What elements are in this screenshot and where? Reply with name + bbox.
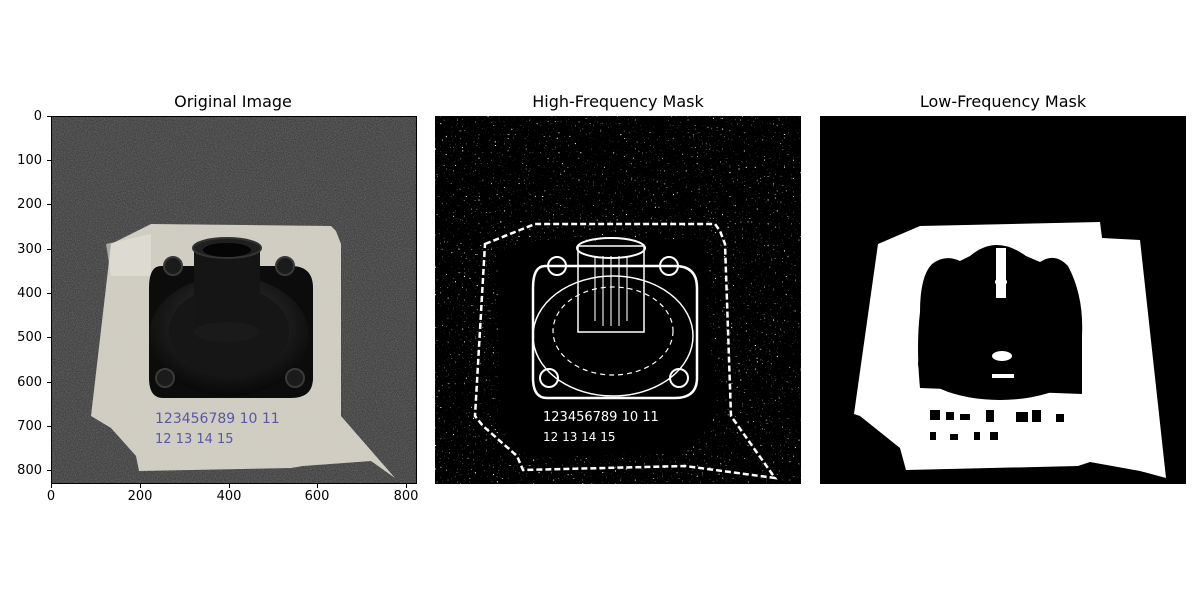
- x-tick-mark: [229, 484, 230, 488]
- y-tick-label: 100: [17, 153, 42, 168]
- original-image: 123456789 10 11 12 13 14 15: [51, 116, 417, 484]
- y-tick-mark: [47, 249, 51, 250]
- x-tick-mark: [51, 484, 52, 488]
- y-tick-label: 700: [17, 419, 42, 434]
- y-tick-mark: [47, 382, 51, 383]
- x-tick-mark: [406, 484, 407, 488]
- x-tick-label: 200: [127, 489, 153, 504]
- mask-handwritten-line-1: 123456789 10 11: [543, 410, 659, 425]
- y-tick-mark: [47, 116, 51, 117]
- y-tick-mark: [47, 426, 51, 427]
- x-tick-label: 0: [46, 489, 56, 504]
- y-tick-mark: [47, 470, 51, 471]
- high-frequency-mask: 123456789 10 11 12 13 14 15: [435, 116, 801, 484]
- handwritten-line-2: 12 13 14 15: [155, 432, 234, 447]
- x-tick-label: 600: [304, 489, 330, 504]
- y-tick-label: 500: [17, 330, 42, 345]
- y-tick-label: 800: [17, 463, 42, 478]
- x-tick-mark: [140, 484, 141, 488]
- x-tick-mark: [317, 484, 318, 488]
- low-frequency-mask-panel: [820, 116, 1186, 484]
- mask-handwritten-line-2: 12 13 14 15: [543, 430, 616, 444]
- panel-title-low-frequency: Low-Frequency Mask: [919, 92, 1087, 111]
- y-tick-mark: [47, 160, 51, 161]
- y-tick-label: 600: [17, 375, 42, 390]
- y-tick-mark: [47, 204, 51, 205]
- low-frequency-mask: [820, 116, 1186, 484]
- y-tick-label: 0: [33, 109, 42, 124]
- x-tick-label: 400: [216, 489, 242, 504]
- panel-title-original: Original Image: [174, 92, 292, 111]
- y-tick-label: 400: [17, 286, 42, 301]
- y-tick-mark: [47, 337, 51, 338]
- panel-title-high-frequency: High-Frequency Mask: [532, 92, 704, 111]
- y-tick-label: 300: [17, 242, 42, 257]
- y-tick-mark: [47, 293, 51, 294]
- x-tick-label: 800: [393, 489, 419, 504]
- original-image-panel: 123456789 10 11 12 13 14 15: [51, 116, 417, 484]
- handwritten-line-1: 123456789 10 11: [155, 411, 280, 427]
- y-tick-label: 200: [17, 197, 42, 212]
- high-frequency-mask-panel: 123456789 10 11 12 13 14 15: [435, 116, 801, 484]
